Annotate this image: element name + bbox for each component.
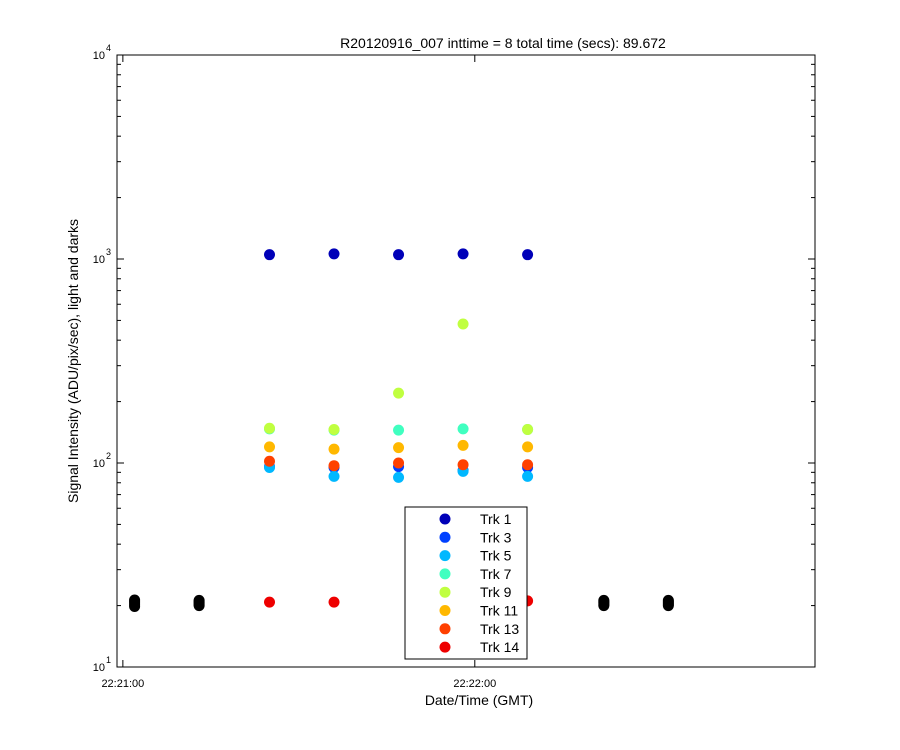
data-point	[598, 594, 610, 606]
data-point	[457, 439, 469, 451]
data-point	[264, 596, 276, 608]
legend-label: Trk 11	[480, 603, 518, 619]
data-point	[264, 249, 276, 261]
data-point	[522, 441, 534, 453]
legend: Trk 1 Trk 3 Trk 5 Trk 7 Trk 9 Trk 11 Trk 13 Trk…	[404, 506, 528, 660]
data-point	[328, 423, 340, 435]
data-point	[129, 594, 141, 606]
y-tick-label-base: 10	[93, 254, 105, 266]
data-point	[393, 457, 405, 469]
legend-marker	[439, 550, 451, 562]
data-point	[328, 596, 340, 608]
data-point	[328, 248, 340, 260]
data-point	[522, 423, 534, 435]
data-point	[522, 470, 534, 482]
x-tick-label: 22:21:00	[101, 678, 144, 690]
legend-label: Trk 3	[480, 529, 512, 545]
data-point	[457, 318, 469, 330]
axis-ticks	[117, 55, 815, 668]
chart-title: R20120916_007 inttime = 8 total time (se…	[340, 35, 666, 51]
y-tick-label-base: 10	[93, 662, 105, 674]
data-point	[264, 422, 276, 434]
data-point	[193, 594, 205, 606]
legend-marker	[439, 513, 451, 525]
data-point	[328, 460, 340, 472]
data-point	[662, 594, 674, 606]
x-tick-labels: 22:21:00 22:22:00	[101, 678, 496, 690]
data-point	[457, 423, 469, 435]
legend-marker	[439, 586, 451, 598]
data-point	[522, 249, 534, 261]
data-point	[457, 248, 469, 260]
data-points	[129, 248, 674, 612]
legend-label: Trk 5	[480, 548, 512, 564]
y-tick-label-exponent: 4	[106, 43, 111, 53]
y-tick-label-exponent: 3	[106, 247, 111, 257]
data-point	[393, 442, 405, 454]
data-point	[393, 424, 405, 436]
legend-marker	[439, 531, 451, 543]
legend-marker	[439, 605, 451, 616]
legend-marker	[439, 641, 451, 653]
legend-label: Trk 13	[480, 621, 519, 637]
data-point	[457, 459, 469, 471]
y-tick-label-exponent: 1	[106, 655, 111, 665]
legend-marker	[439, 623, 451, 635]
data-point	[264, 441, 276, 453]
data-point	[522, 459, 534, 471]
data-point	[393, 387, 405, 399]
legend-marker	[439, 568, 451, 580]
x-tick-label: 22:22:00	[453, 678, 496, 690]
y-tick-label-exponent: 2	[106, 451, 111, 461]
y-axis-label: Signal Intensity (ADU/pix/sec), light an…	[65, 219, 81, 503]
data-point	[393, 471, 405, 483]
legend-label: Trk 7	[480, 566, 512, 582]
legend-label: Trk 14	[480, 639, 519, 655]
y-tick-label-base: 10	[93, 50, 105, 62]
legend-label: Trk 9	[480, 584, 512, 600]
data-point	[328, 443, 340, 455]
y-tick-label-base: 10	[93, 458, 105, 470]
x-axis-label: Date/Time (GMT)	[425, 692, 533, 708]
data-point	[328, 470, 340, 482]
legend-box	[404, 506, 528, 660]
data-point	[264, 455, 276, 467]
legend-label: Trk 1	[480, 511, 512, 527]
data-point	[393, 249, 405, 261]
